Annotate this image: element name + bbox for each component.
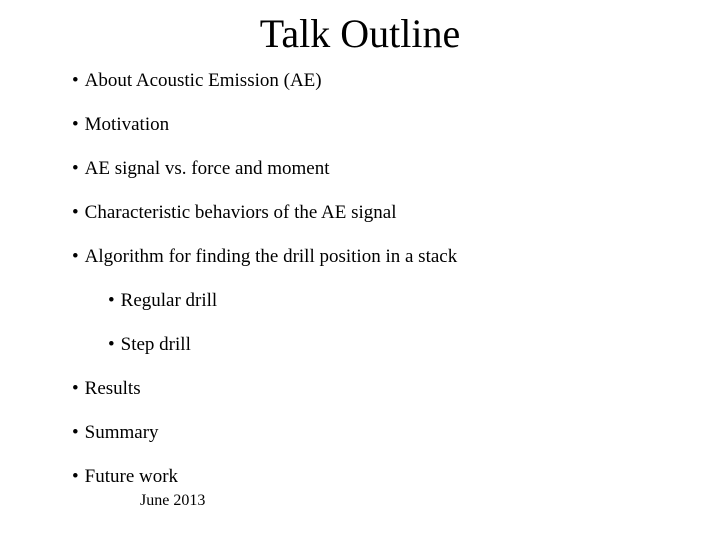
bullet-marker: • (72, 202, 79, 224)
slide-title: Talk Outline (0, 10, 720, 57)
bullet-text: Algorithm for finding the drill position… (85, 246, 458, 268)
bullet-item: • Regular drill (108, 290, 457, 312)
bullet-marker: • (72, 70, 79, 92)
bullet-item: • Future work (72, 466, 457, 488)
bullet-text: Characteristic behaviors of the AE signa… (85, 202, 458, 224)
bullet-text: Summary (85, 422, 458, 444)
bullet-item: • Motivation (72, 114, 457, 136)
bullet-text: AE signal vs. force and moment (85, 158, 458, 180)
bullet-item: • Algorithm for finding the drill positio… (72, 246, 457, 268)
bullet-item: • Step drill (108, 334, 457, 356)
bullet-text: Results (85, 378, 458, 400)
bullet-item: • Summary (72, 422, 457, 444)
bullet-marker: • (72, 466, 79, 488)
bullet-item: • Characteristic behaviors of the AE sign… (72, 202, 457, 224)
bullet-item: • AE signal vs. force and moment (72, 158, 457, 180)
bullet-item: • About Acoustic Emission (AE) (72, 70, 457, 92)
bullet-text: Regular drill (121, 290, 458, 312)
bullet-marker: • (72, 158, 79, 180)
bullet-text: Motivation (85, 114, 458, 136)
footer-date: June 2013 (140, 492, 205, 510)
bullet-text: About Acoustic Emission (AE) (85, 70, 458, 92)
bullet-item: • Results (72, 378, 457, 400)
bullet-marker: • (72, 246, 79, 268)
bullet-text: Future work (85, 466, 458, 488)
bullet-marker: • (108, 290, 115, 312)
bullet-list: • About Acoustic Emission (AE) • Motivation… (72, 70, 457, 488)
bullet-text: Step drill (121, 334, 458, 356)
bullet-marker: • (72, 422, 79, 444)
bullet-marker: • (72, 378, 79, 400)
bullet-marker: • (72, 114, 79, 136)
slide: Talk Outline • About Acoustic Emission (A… (0, 0, 720, 540)
bullet-marker: • (108, 334, 115, 356)
